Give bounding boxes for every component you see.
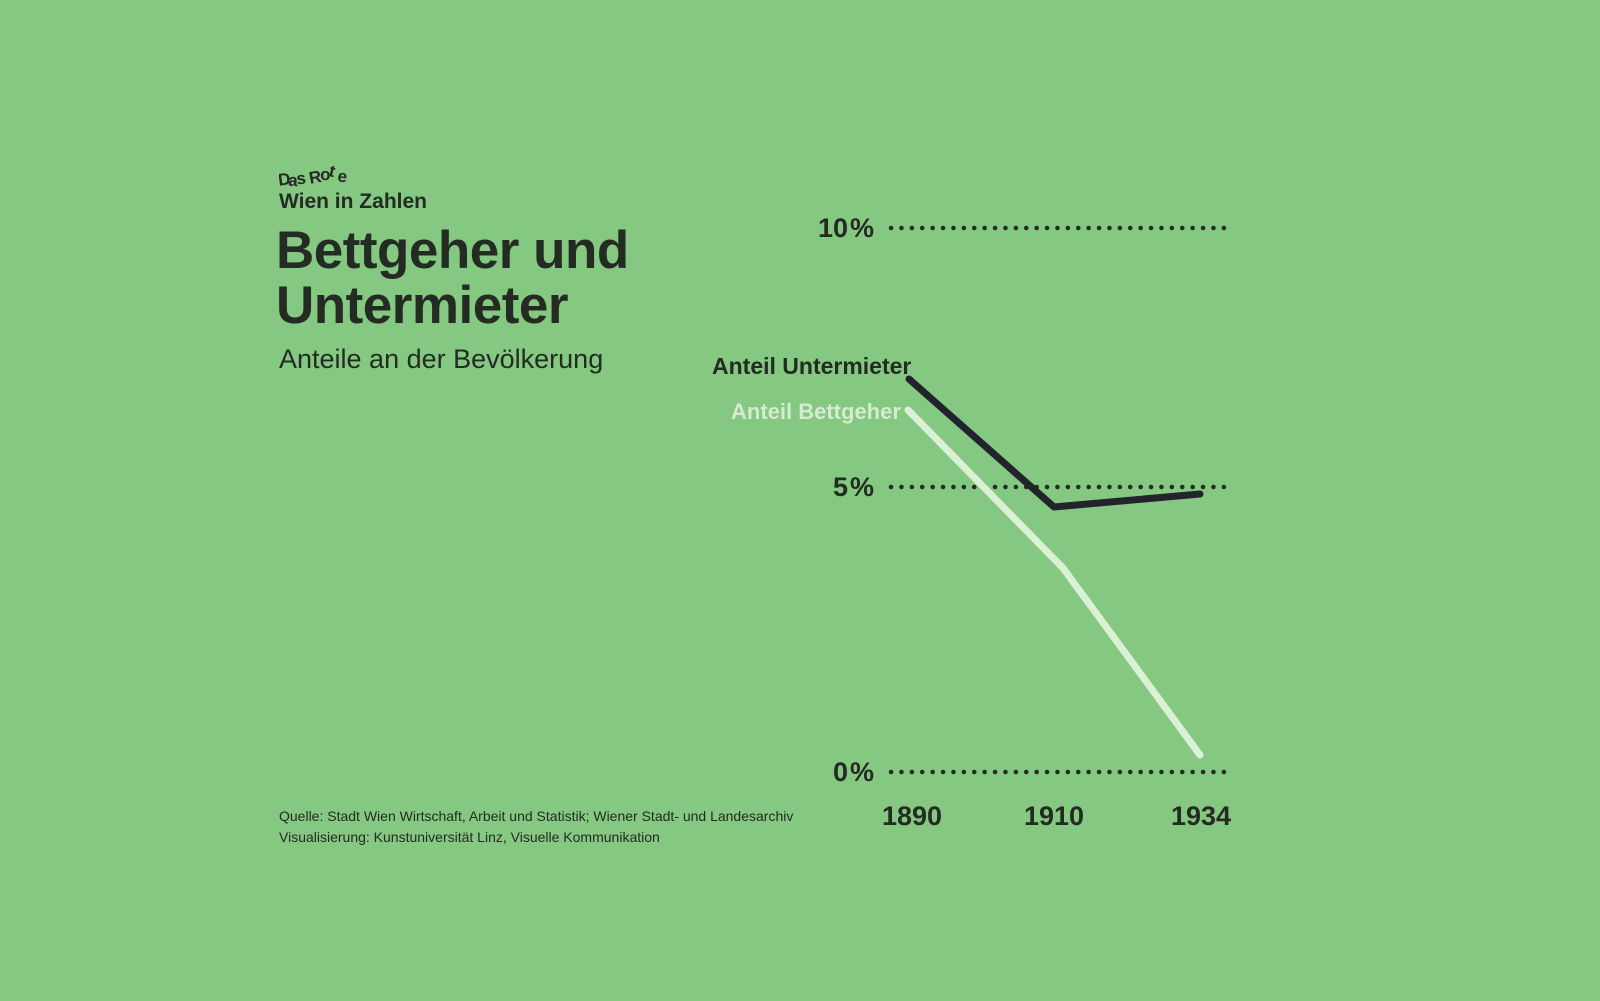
svg-text:10%: 10% — [818, 213, 874, 243]
svg-text:1890: 1890 — [882, 801, 942, 831]
svg-text:0%: 0% — [833, 757, 874, 787]
svg-text:5%: 5% — [833, 472, 874, 502]
svg-text:1910: 1910 — [1024, 801, 1084, 831]
svg-text:Anteil Bettgeher: Anteil Bettgeher — [731, 399, 901, 424]
svg-text:Anteil Untermieter: Anteil Untermieter — [712, 353, 911, 379]
svg-text:1934: 1934 — [1171, 801, 1231, 831]
